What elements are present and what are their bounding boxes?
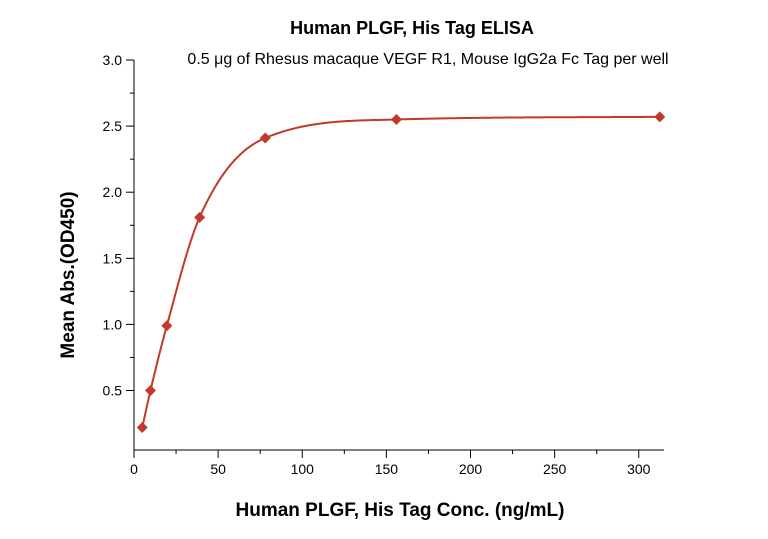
chart-subtitle: 0.5 μg of Rhesus macaque VEGF R1, Mouse … [187,51,668,68]
data-point [194,211,206,223]
data-point [136,422,148,434]
data-point [161,320,173,332]
fit-curve-layer [141,115,660,428]
fit-curve [141,115,660,428]
x-axis-label: Human PLGF, His Tag Conc. (ng/mL) [236,500,565,521]
y-tick-label: 1.5 [103,250,123,266]
x-tick-label: 0 [130,461,138,477]
x-tick-label: 50 [210,461,226,477]
data-point [259,132,271,144]
data-point [654,111,666,123]
axes [133,60,664,451]
y-tick-label: 0.5 [103,383,123,399]
data-point [144,385,156,397]
y-tick-label: 3.0 [103,52,123,68]
data-point [390,113,402,125]
chart-title: Human PLGF, His Tag ELISA [290,18,534,38]
x-tick-label: 200 [459,461,483,477]
x-tick-label: 150 [375,461,399,477]
y-tick-label: 2.0 [103,184,123,200]
x-tick-label: 300 [627,461,651,477]
y-tick-label: 2.5 [103,118,123,134]
x-tick-label: 250 [543,461,567,477]
y-axis-label: Mean Abs.(OD450) [58,191,79,358]
x-tick-label: 100 [291,461,315,477]
y-tick-label: 1.0 [103,316,123,332]
axis-ticks: 0.5 1.0 1.5 2.0 2.5 3.0 0 50 100 150 200 250 300 [103,52,651,477]
data-points [136,111,666,434]
